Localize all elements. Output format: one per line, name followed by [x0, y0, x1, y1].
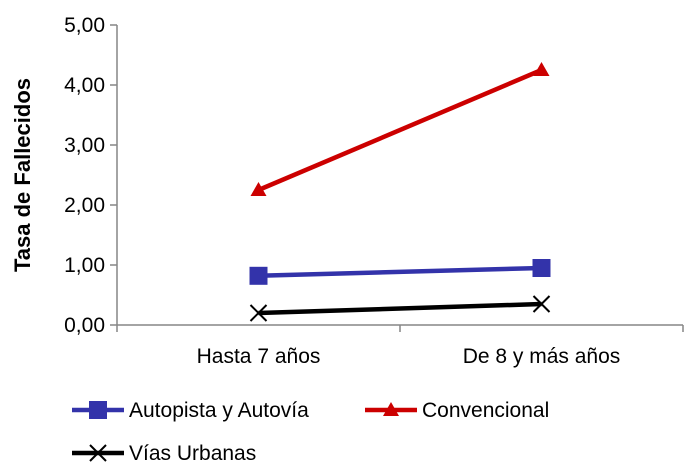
y-axis-title: Tasa de Fallecidos — [10, 78, 35, 272]
data-point-marker — [249, 266, 268, 285]
series-v-as-urbanas — [249, 295, 551, 322]
x-tick-label: Hasta 7 años — [197, 345, 321, 368]
data-point-marker — [249, 304, 268, 322]
legend-marker — [89, 444, 107, 462]
legend-label: Autopista y Autovía — [129, 399, 309, 422]
legend: Autopista y Autovía Convencional Vías Urba… — [72, 399, 549, 465]
legend-marker — [89, 401, 107, 419]
data-point-marker — [532, 295, 551, 313]
axes: 0,00 1,00 2,00 3,00 4,00 5,00 Hasta 7 años De 8… — [64, 14, 684, 368]
series-line — [258, 265, 542, 279]
y-tick-label: 4,00 — [64, 74, 105, 97]
legend-marker — [383, 402, 399, 416]
legend-label: Convencional — [422, 399, 549, 422]
y-tick-label: 3,00 — [64, 134, 105, 157]
series-lines — [249, 62, 551, 322]
y-tick-label: 2,00 — [64, 194, 105, 217]
y-tick-label: 0,00 — [64, 314, 105, 337]
series-autopista-y-autov-a — [249, 259, 551, 285]
data-point-marker — [532, 259, 551, 277]
legend-item: Vías Urbanas — [72, 442, 256, 465]
legend-item: Autopista y Autovía — [72, 399, 309, 422]
x-tick-label: De 8 y más años — [463, 345, 621, 368]
legend-label: Vías Urbanas — [129, 442, 256, 465]
series-line — [257, 67, 543, 193]
data-point-marker — [533, 62, 550, 76]
y-tick-label: 5,00 — [64, 14, 105, 37]
y-tick-label: 1,00 — [64, 254, 105, 277]
series-line — [258, 301, 542, 316]
legend-item: Convencional — [365, 399, 549, 422]
series-convencional — [250, 62, 550, 196]
data-point-marker — [250, 182, 267, 196]
